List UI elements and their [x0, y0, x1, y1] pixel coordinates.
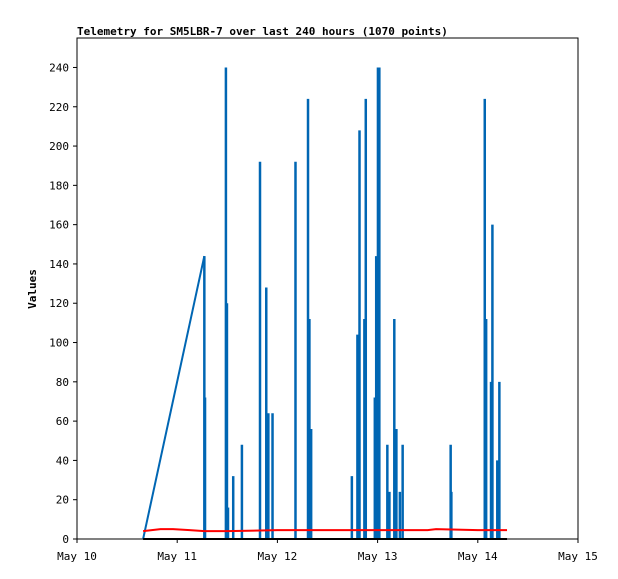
chart-title: Telemetry for SM5LBR-7 over last 240 hou…	[77, 25, 448, 38]
series-0-ramp	[142, 255, 206, 540]
x-tick-label: May 12	[258, 550, 298, 563]
y-tick-label: 200	[49, 140, 69, 153]
series-group	[142, 67, 508, 540]
y-axis-label: Values	[26, 269, 39, 309]
y-tick-label: 0	[62, 533, 69, 546]
x-tick-label: May 13	[358, 550, 398, 563]
series-1-line	[142, 528, 508, 533]
x-tick-label: May 15	[558, 550, 598, 563]
y-tick-label: 180	[49, 179, 69, 192]
y-tick-label: 220	[49, 101, 69, 114]
y-tick-label: 20	[56, 494, 69, 507]
x-tick-label: May 10	[57, 550, 97, 563]
x-tick-label: May 14	[458, 550, 498, 563]
y-tick-label: 60	[56, 415, 69, 428]
y-tick-label: 240	[49, 61, 69, 74]
y-tick-label: 140	[49, 258, 69, 271]
y-tick-label: 80	[56, 376, 69, 389]
y-tick-label: 160	[49, 219, 69, 232]
plot-frame	[76, 37, 579, 540]
y-tick-label: 100	[49, 337, 69, 350]
x-tick-label: May 11	[157, 550, 197, 563]
y-tick-label: 120	[49, 297, 69, 310]
axis-ticks: 0 20 40 60 80 100 120 140 160 180 200 220 240 May 10 M…	[49, 61, 598, 563]
y-tick-label: 40	[56, 454, 69, 467]
